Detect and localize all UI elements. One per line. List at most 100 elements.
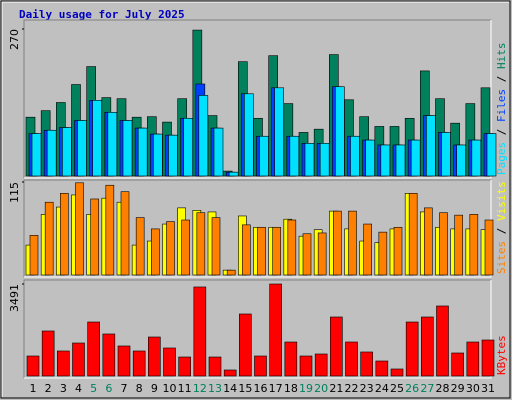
bar (213, 127, 224, 177)
bar (314, 353, 328, 377)
x-tick-label: 12 (193, 382, 207, 395)
x-tick-label: 15 (238, 382, 252, 395)
bar (466, 341, 480, 377)
bar (107, 112, 118, 177)
x-tick-label: 30 (466, 382, 480, 395)
bar (122, 120, 133, 177)
bar (41, 330, 55, 377)
plot-bevel (24, 280, 492, 379)
y-tick-label: 115 (8, 182, 21, 203)
legend-entry: Hits (495, 43, 508, 70)
x-tick-label: 5 (90, 382, 97, 395)
x-tick-label: 10 (163, 382, 177, 395)
x-tick-label: 26 (405, 382, 419, 395)
x-tick-label: 18 (284, 382, 298, 395)
legend: Sites / Visits (495, 181, 508, 274)
bar (471, 139, 482, 177)
bar (405, 321, 419, 377)
bar (439, 212, 448, 276)
bar (117, 345, 131, 377)
bar (148, 336, 161, 377)
bar (269, 283, 282, 377)
x-tick-label: 17 (269, 382, 283, 395)
bar (335, 86, 345, 177)
bar (163, 347, 176, 377)
legend-entry: Pages (495, 142, 508, 175)
x-tick-label: 8 (136, 382, 143, 395)
bar (105, 184, 115, 276)
bar (183, 117, 193, 177)
bar (350, 135, 360, 177)
bar (454, 214, 463, 276)
bar (284, 341, 298, 377)
x-tick-label: 9 (151, 382, 158, 395)
x-tick-label: 2 (45, 382, 52, 395)
bar (304, 143, 315, 177)
x-tick-label: 13 (208, 382, 222, 395)
bar (153, 133, 163, 177)
legend-separator: / (495, 69, 508, 89)
bar (57, 350, 70, 377)
x-tick-label: 11 (178, 382, 192, 395)
bar (289, 135, 300, 177)
bar (481, 339, 495, 377)
bar (72, 342, 85, 377)
x-tick-label: 19 (299, 382, 313, 395)
x-tick-label: 3 (60, 382, 67, 395)
bar (181, 219, 190, 276)
bar (77, 120, 87, 177)
bar (90, 198, 99, 276)
bar (196, 212, 206, 276)
x-tick-label: 28 (436, 382, 450, 395)
bar (87, 321, 100, 377)
bar (132, 350, 146, 377)
bar (198, 95, 209, 177)
bar (168, 134, 178, 177)
bar (365, 139, 375, 177)
bar (319, 143, 330, 177)
bar (62, 127, 72, 177)
bar (274, 87, 284, 177)
bar (239, 313, 252, 377)
legend-separator: / (495, 122, 508, 142)
bar (360, 351, 373, 377)
bar (375, 360, 389, 377)
bar (486, 133, 497, 177)
x-tick-label: 27 (420, 382, 434, 395)
bar (228, 171, 239, 177)
legend: Pages / Files / Hits (495, 43, 508, 176)
x-tick-label: 20 (314, 382, 328, 395)
bar (60, 193, 69, 276)
bar (424, 207, 433, 276)
bar (242, 224, 251, 276)
y-tick-label: 3491 (8, 284, 21, 312)
bar (135, 217, 145, 276)
bar (29, 235, 39, 276)
bar (75, 182, 84, 276)
bar (166, 221, 175, 276)
bar (408, 193, 418, 276)
x-tick-label: 21 (329, 382, 343, 395)
bar (456, 144, 466, 177)
bar (178, 356, 191, 377)
bar (254, 355, 267, 377)
legend-separator: / (495, 221, 508, 241)
bar (120, 191, 130, 276)
x-tick-label: 16 (254, 382, 268, 395)
bar (330, 316, 343, 377)
bar (44, 201, 54, 276)
legend-entry: Sites (495, 241, 508, 274)
bar (211, 217, 221, 276)
bar (102, 333, 116, 377)
bar (31, 133, 42, 177)
bar (484, 219, 494, 276)
x-tick-label: 14 (223, 382, 237, 395)
x-tick-label: 22 (345, 382, 359, 395)
bar (410, 139, 421, 177)
bar (421, 316, 434, 377)
x-tick-label: 6 (105, 382, 112, 395)
bar (426, 115, 436, 177)
bar (193, 286, 207, 377)
